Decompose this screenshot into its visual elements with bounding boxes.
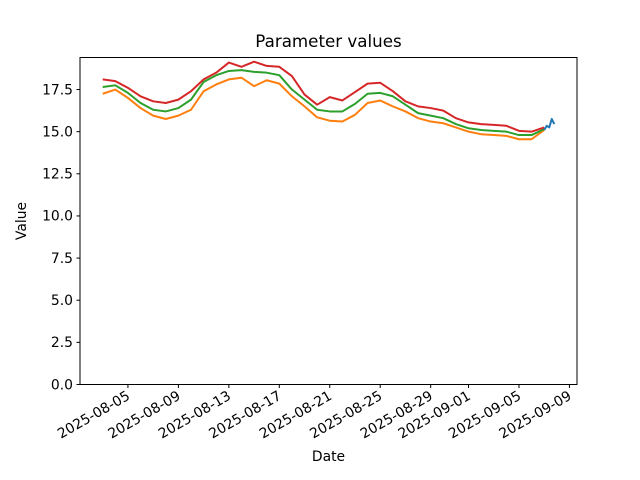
chart-title: Parameter values (255, 31, 401, 51)
line-series-green (102, 69, 545, 137)
data-lines (102, 60, 556, 141)
y-tick-label: 15.0 (42, 124, 73, 140)
line-series-red (102, 60, 545, 133)
x-axis-ticks: 2025-08-052025-08-092025-08-132025-08-17… (55, 384, 574, 442)
y-tick-label: 10.0 (42, 209, 73, 225)
x-axis-label: Date (312, 449, 345, 465)
y-tick-label: 5.0 (51, 293, 73, 309)
plot-area-border (79, 57, 578, 385)
y-axis-ticks: 0.0 2.5 5.0 7.5 10.0 12.5 15.0 17.5 (42, 82, 80, 393)
y-tick-label: 12.5 (42, 167, 73, 183)
y-tick-label: 2.5 (51, 335, 73, 351)
y-tick-label: 0.0 (51, 377, 73, 393)
y-tick-label: 17.5 (42, 82, 73, 98)
line-series-blue (543, 118, 556, 131)
y-axis-label: Value (14, 202, 30, 240)
line-series-orange (102, 76, 545, 141)
y-tick-label: 7.5 (51, 251, 73, 267)
